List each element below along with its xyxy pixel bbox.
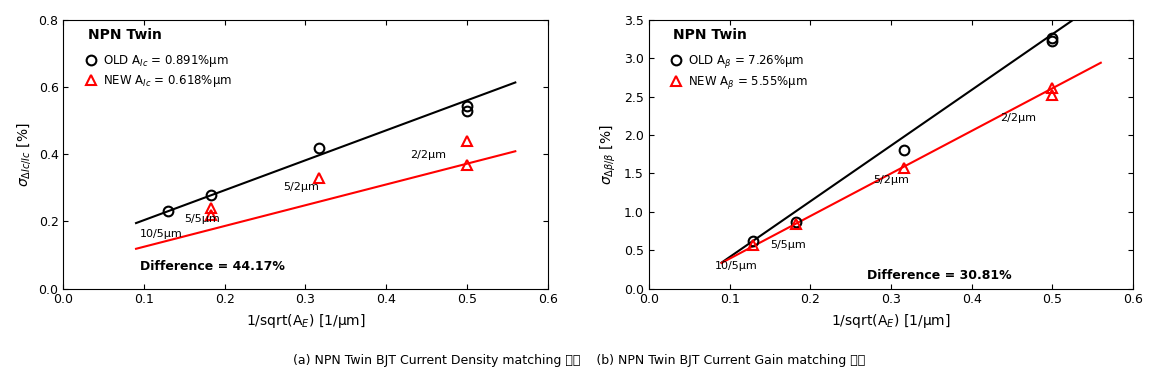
Text: 2/2μm: 2/2μm [410, 150, 446, 160]
Text: 5/5μm: 5/5μm [770, 240, 806, 250]
Legend: OLD A$_{\beta}$ = 7.26%μm, NEW A$_{\beta}$ = 5.55%μm: OLD A$_{\beta}$ = 7.26%μm, NEW A$_{\beta… [669, 53, 808, 92]
Text: 10/5μm: 10/5μm [140, 229, 183, 239]
Text: (a) NPN Twin BJT Current Density matching 특성    (b) NPN Twin BJT Current Gain ma: (a) NPN Twin BJT Current Density matchin… [293, 354, 865, 367]
Legend: OLD A$_{Ic}$ = 0.891%μm, NEW A$_{Ic}$ = 0.618%μm: OLD A$_{Ic}$ = 0.891%μm, NEW A$_{Ic}$ = … [83, 53, 232, 89]
X-axis label: 1/sqrt(A$_{E}$) [1/μm]: 1/sqrt(A$_{E}$) [1/μm] [245, 312, 365, 330]
Text: 5/5μm: 5/5μm [184, 214, 220, 224]
Text: NPN Twin: NPN Twin [673, 28, 747, 42]
X-axis label: 1/sqrt(A$_{E}$) [1/μm]: 1/sqrt(A$_{E}$) [1/μm] [831, 312, 951, 330]
Y-axis label: $\sigma_{\Delta\beta/\beta}$ [%]: $\sigma_{\Delta\beta/\beta}$ [%] [599, 124, 618, 185]
Text: 5/2μm: 5/2μm [283, 181, 318, 191]
Text: 5/2μm: 5/2μm [873, 175, 909, 185]
Text: Difference = 44.17%: Difference = 44.17% [140, 260, 285, 273]
Text: 2/2μm: 2/2μm [999, 113, 1036, 123]
Text: 10/5μm: 10/5μm [716, 262, 757, 272]
Text: NPN Twin: NPN Twin [88, 28, 161, 42]
Y-axis label: $\sigma_{\Delta Ic/Ic}$ [%]: $\sigma_{\Delta Ic/Ic}$ [%] [15, 122, 32, 187]
Text: Difference = 30.81%: Difference = 30.81% [867, 269, 1011, 282]
